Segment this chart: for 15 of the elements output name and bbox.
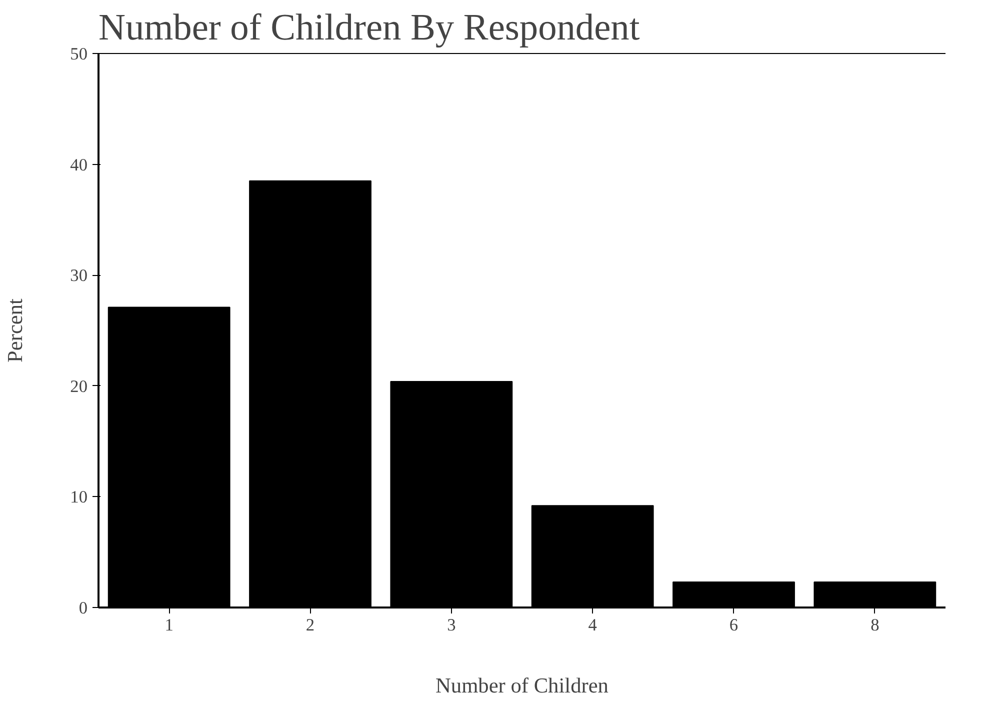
x-tick-label: 4 xyxy=(588,616,598,634)
x-tick-label: 2 xyxy=(306,616,315,634)
y-tick-label: 40 xyxy=(70,155,88,174)
y-axis-title: Percent xyxy=(3,298,28,362)
x-tick-label: 6 xyxy=(729,616,738,634)
x-axis-title: Number of Children xyxy=(436,674,609,698)
y-tick-label: 0 xyxy=(78,598,88,618)
y-tick-label: 10 xyxy=(70,488,88,507)
y-tick-label: 50 xyxy=(70,44,88,64)
chart-title: Number of Children By Respondent xyxy=(98,8,640,48)
x-tick-label: 8 xyxy=(870,616,880,634)
x-tick-label: 3 xyxy=(447,616,456,634)
x-tick-label: 1 xyxy=(164,616,174,634)
y-tick-label: 30 xyxy=(70,266,88,286)
y-tick-label: 20 xyxy=(70,376,88,396)
